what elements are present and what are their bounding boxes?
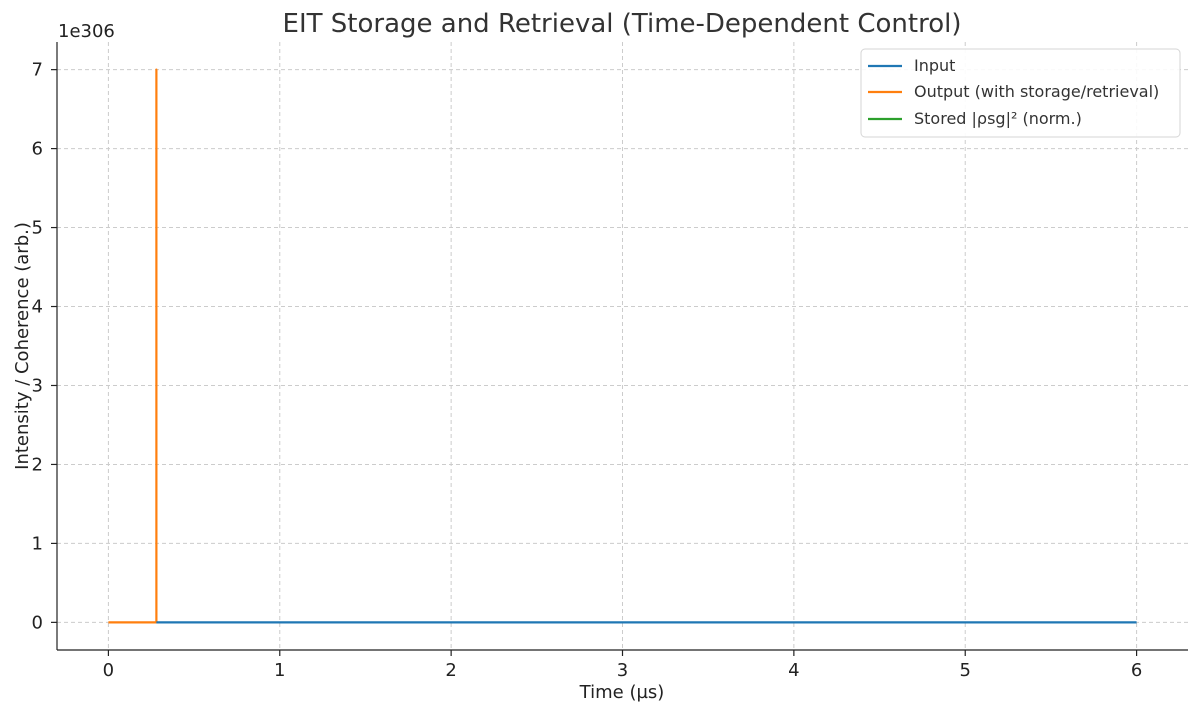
x-tick-label: 3 bbox=[617, 660, 628, 681]
y-offset-label: 1e306 bbox=[58, 21, 115, 42]
y-tick-label: 4 bbox=[32, 297, 43, 318]
x-tick-label: 6 bbox=[1131, 660, 1142, 681]
series-line-1 bbox=[108, 68, 158, 624]
legend-label-input: Input bbox=[914, 56, 955, 75]
x-tick-label: 0 bbox=[103, 660, 114, 681]
x-tick-label: 2 bbox=[445, 660, 456, 681]
legend-box bbox=[860, 48, 1181, 138]
y-tick-label: 3 bbox=[32, 375, 43, 396]
legend: Input Output (with storage/retrieval) St… bbox=[860, 48, 1181, 138]
x-tick-label: 4 bbox=[788, 660, 799, 681]
y-tick-label: 0 bbox=[32, 612, 43, 633]
legend-label-output: Output (with storage/retrieval) bbox=[914, 82, 1159, 101]
x-tick-label: 1 bbox=[274, 660, 285, 681]
y-axis-title: Intensity / Coherence (arb.) bbox=[12, 222, 33, 470]
ticks: 0 1 2 3 4 5 6 0 1 2 3 4 5 6 7 bbox=[32, 60, 1143, 681]
chart-title: EIT Storage and Retrieval (Time-Dependen… bbox=[283, 9, 962, 39]
y-tick-label: 5 bbox=[32, 218, 43, 239]
x-tick-label: 5 bbox=[960, 660, 971, 681]
y-tick-label: 7 bbox=[32, 60, 43, 81]
plot-series bbox=[108, 68, 1137, 624]
x-axis-title: Time (µs) bbox=[579, 682, 665, 703]
y-tick-label: 1 bbox=[32, 533, 43, 554]
legend-label-stored: Stored |ρsg|² (norm.) bbox=[914, 109, 1082, 128]
y-tick-label: 6 bbox=[32, 139, 43, 160]
y-tick-label: 2 bbox=[32, 454, 43, 475]
grid bbox=[57, 42, 1188, 650]
